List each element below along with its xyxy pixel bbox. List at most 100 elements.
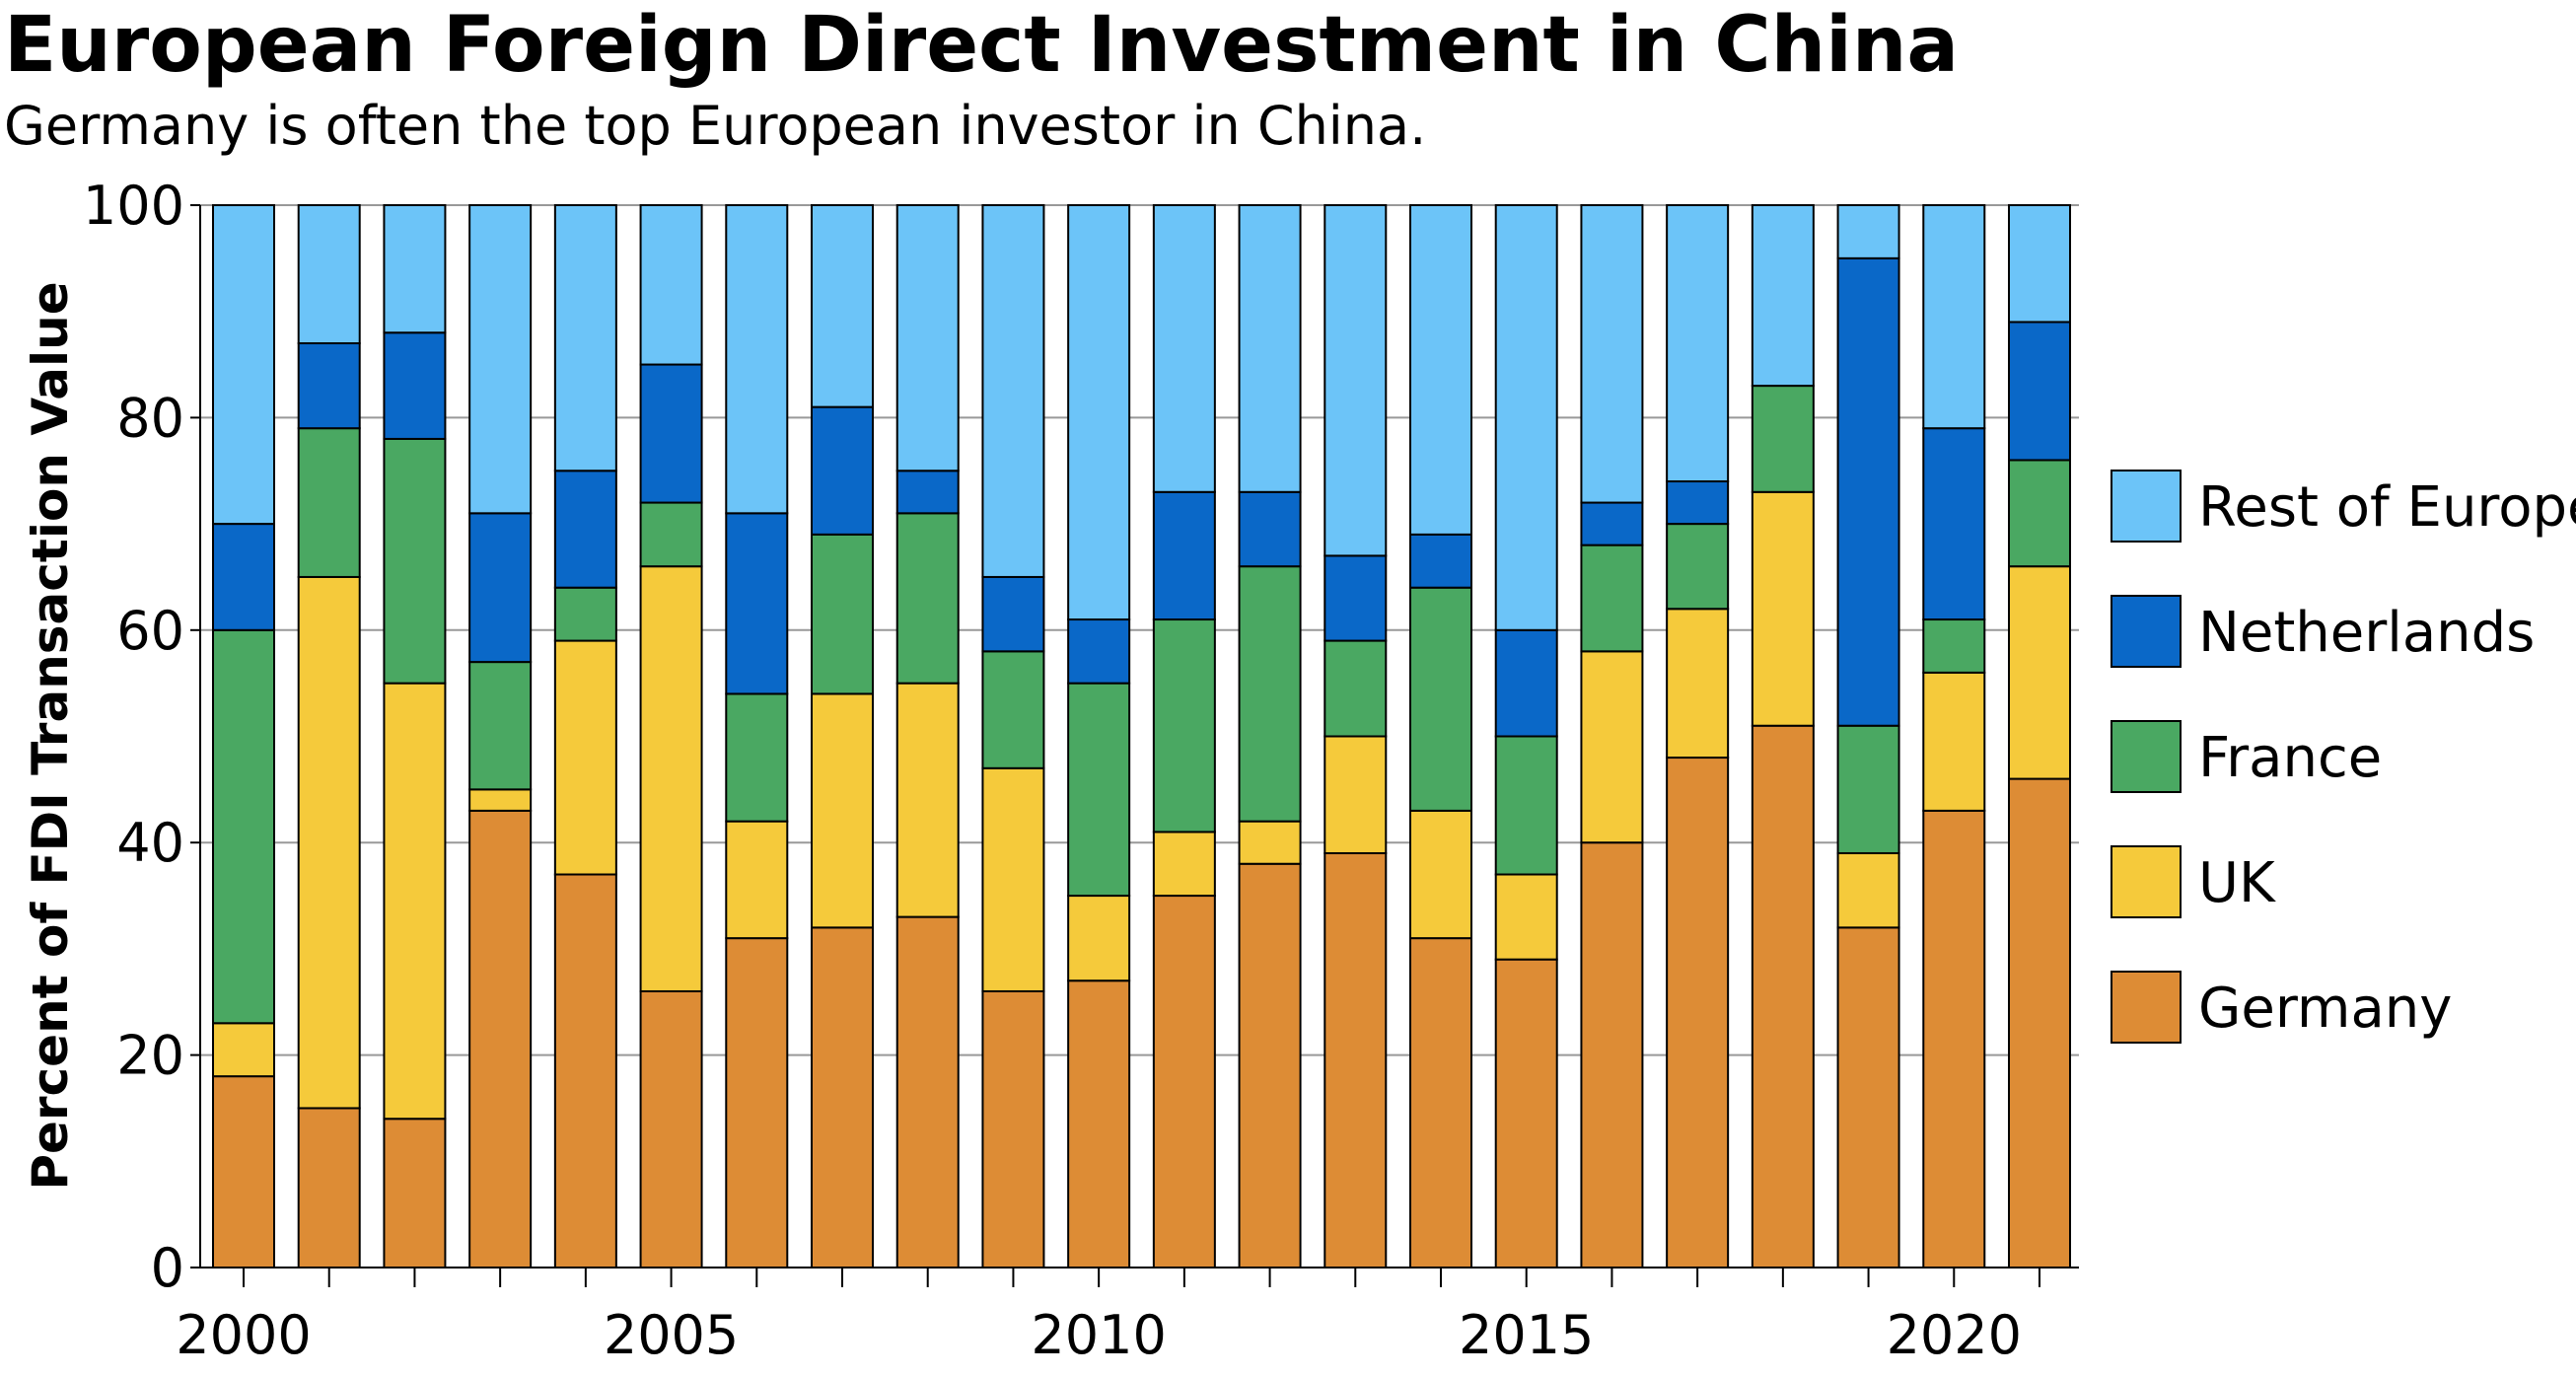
legend-label: Rest of Europe	[2198, 475, 2576, 540]
bar-segment-rest-of-europe	[1836, 204, 1900, 259]
x-tick-label: 2020	[1887, 1304, 2022, 1366]
bar-segment-rest-of-europe	[1067, 204, 1131, 621]
bar-segment-germany	[1751, 724, 1815, 1268]
bar-segment-netherlands	[895, 470, 960, 515]
bar-segment-germany	[383, 1118, 447, 1268]
bar-segment-germany	[297, 1107, 361, 1268]
bar-segment-uk	[1238, 820, 1302, 865]
bar-segment-rest-of-europe	[1409, 204, 1472, 536]
bar-segment-rest-of-europe	[1238, 204, 1302, 493]
bar-segment-france	[725, 692, 789, 823]
bar-segment-rest-of-europe	[811, 204, 874, 408]
x-tick-label: 2010	[1031, 1304, 1166, 1366]
bar-segment-france	[1409, 586, 1472, 812]
bar-segment-uk	[1152, 831, 1216, 898]
bar-segment-rest-of-europe	[212, 204, 275, 526]
bar-segment-netherlands	[1238, 490, 1302, 568]
bar-segment-uk	[1836, 851, 1900, 929]
y-tick-label: 80	[116, 387, 184, 449]
legend-swatch	[2111, 720, 2182, 793]
bar-segment-france	[1751, 385, 1815, 493]
bar-segment-rest-of-europe	[1922, 204, 1986, 430]
bar-segment-uk	[1922, 671, 1986, 812]
bar-segment-uk	[1324, 735, 1388, 854]
bar-segment-uk	[1494, 873, 1558, 961]
bar-segment-france	[1067, 682, 1131, 898]
bar-segment-france	[383, 437, 447, 685]
y-tick-label: 0	[151, 1237, 184, 1299]
bar-segment-uk	[811, 692, 874, 929]
bar-segment-germany	[1580, 841, 1644, 1268]
bar-segment-netherlands	[811, 405, 874, 536]
bar-segment-germany	[1152, 895, 1216, 1268]
bar-segment-france	[1152, 618, 1216, 833]
bar-segment-uk	[1409, 809, 1472, 940]
bar-segment-france	[1922, 618, 1986, 674]
bar-segment-rest-of-europe	[1152, 204, 1216, 493]
y-tick-label: 40	[116, 812, 184, 874]
bar-segment-france	[212, 628, 275, 1025]
bar-segment-netherlands	[1067, 618, 1131, 685]
legend-swatch	[2111, 845, 2182, 918]
bar-segment-rest-of-europe	[1324, 204, 1388, 557]
bar-segment-france	[981, 650, 1045, 769]
bar-segment-rest-of-europe	[725, 204, 789, 515]
bar-segment-uk	[2008, 565, 2071, 780]
bar-segment-rest-of-europe	[895, 204, 960, 472]
bar-segment-germany	[895, 915, 960, 1269]
bar-segment-netherlands	[2008, 321, 2071, 462]
bar-segment-netherlands	[468, 512, 533, 664]
bar-segment-germany	[1494, 958, 1558, 1268]
bar-segment-netherlands	[1494, 628, 1558, 738]
bar-segment-france	[2008, 459, 2071, 568]
chart-subtitle: Germany is often the top European invest…	[4, 95, 1426, 157]
bar-segment-uk	[895, 682, 960, 918]
x-tick-label: 2000	[176, 1304, 311, 1366]
bar-segment-netherlands	[297, 342, 361, 430]
bar-segment-germany	[553, 873, 617, 1268]
legend-label: Germany	[2198, 977, 2452, 1041]
y-tick-label: 100	[83, 175, 184, 237]
bar-segment-uk	[297, 575, 361, 1110]
bar-segment-germany	[639, 989, 703, 1268]
bar-segment-france	[1238, 565, 1302, 823]
bar-segment-netherlands	[1836, 256, 1900, 727]
bar-segment-germany	[1666, 757, 1730, 1268]
bar-segment-france	[639, 501, 703, 568]
bar-segment-rest-of-europe	[1666, 204, 1730, 483]
bar-segment-uk	[383, 682, 447, 1121]
bar-segment-france	[1836, 724, 1900, 854]
bar-segment-germany	[212, 1075, 275, 1269]
bar-segment-uk	[639, 565, 703, 992]
x-tick-label: 2015	[1459, 1304, 1594, 1366]
bar-segment-rest-of-europe	[1580, 204, 1644, 504]
bar-segment-france	[468, 661, 533, 791]
bar-segment-france	[1666, 523, 1730, 611]
bar-segment-rest-of-europe	[1494, 204, 1558, 631]
legend: Rest of Europe Netherlands France UK Germany	[2111, 470, 2576, 1044]
legend-label: Netherlands	[2198, 601, 2535, 665]
bar-segment-germany	[1067, 979, 1131, 1269]
bar-segment-germany	[1922, 809, 1986, 1268]
bar-segment-netherlands	[1324, 554, 1388, 642]
y-tick-label: 20	[116, 1025, 184, 1087]
bar-segment-france	[1580, 544, 1644, 653]
bar-segment-rest-of-europe	[2008, 204, 2071, 324]
bar-segment-netherlands	[981, 575, 1045, 653]
bar-segment-uk	[553, 639, 617, 876]
bar-segment-uk	[468, 788, 533, 812]
bar-segment-netherlands	[383, 331, 447, 440]
bar-segment-rest-of-europe	[639, 204, 703, 366]
bar-segment-france	[553, 586, 617, 642]
bar-segment-france	[297, 427, 361, 578]
bar-segment-netherlands	[725, 512, 789, 695]
bar-segment-germany	[1238, 862, 1302, 1268]
bar-segment-rest-of-europe	[297, 204, 361, 345]
bar-segment-france	[1324, 639, 1388, 738]
bar-segment-germany	[981, 989, 1045, 1268]
bar-segment-rest-of-europe	[383, 204, 447, 334]
bar-segment-germany	[725, 937, 789, 1268]
x-tick-label: 2005	[604, 1304, 739, 1366]
bar-segment-rest-of-europe	[553, 204, 617, 472]
